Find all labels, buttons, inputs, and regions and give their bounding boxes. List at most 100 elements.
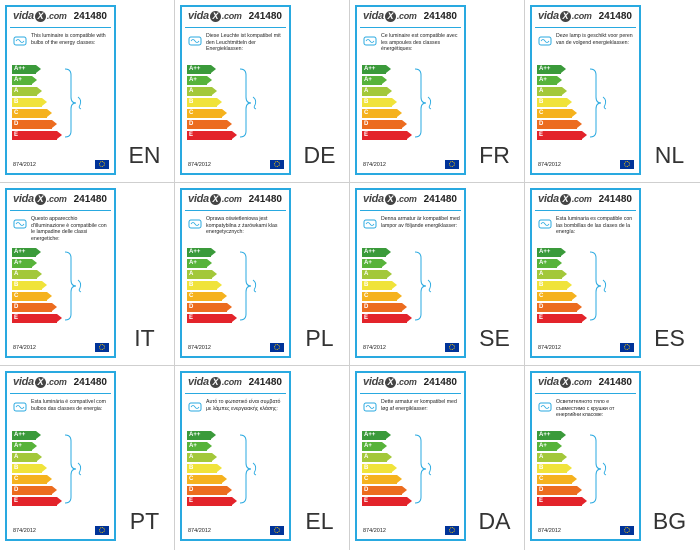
language-code: IT (134, 325, 155, 351)
compatible-range-brace (589, 251, 607, 321)
eu-flag-icon (445, 526, 459, 535)
eu-flag-icon (270, 343, 284, 352)
energy-class-bar: A++ (362, 431, 391, 440)
energy-class-bar: D (12, 486, 57, 495)
energy-class-bar: D (187, 120, 232, 129)
energy-class-bar: C (537, 109, 577, 118)
energy-class-bar: B (12, 464, 47, 473)
header-rule (360, 210, 461, 211)
brand-logo: vida X .com (363, 376, 417, 388)
compatible-range-brace (589, 434, 607, 504)
energy-class-bar: A (537, 87, 567, 96)
bulb-icon (363, 402, 377, 412)
product-code: 241480 (598, 377, 632, 388)
compatible-range-brace (414, 434, 432, 504)
energy-class-bar: A+ (187, 259, 212, 268)
energy-class-bar: A (187, 270, 217, 279)
energy-class-bar: A+ (12, 76, 37, 85)
label-header: vida X .com 241480 (532, 7, 639, 29)
energy-class-bar: D (537, 303, 582, 312)
energy-label-cell: vida X .com 241480 Denna armatur är kompat… (350, 183, 524, 365)
energy-class-bar: A+ (12, 259, 37, 268)
energy-class-bar: B (12, 281, 47, 290)
compatibility-text: Осветителното тяло е съвместимо с крушки… (556, 399, 615, 419)
header-rule (360, 27, 461, 28)
energy-class-bar: A (537, 453, 567, 462)
compatibility-text: Oprawa oświetleniowa jest kompatybilna z… (206, 216, 278, 236)
header-rule (535, 210, 636, 211)
regulation-number: 874/2012 (538, 528, 561, 534)
brand-logo: vida X .com (538, 193, 592, 205)
grid-divider (524, 0, 525, 550)
header-rule (360, 393, 461, 394)
energy-class-bar: A+ (362, 442, 387, 451)
header-rule (10, 27, 111, 28)
energy-label: vida X .com 241480 Oprawa oświetleniowa je… (180, 188, 291, 358)
eu-flag-icon (95, 343, 109, 352)
grid-divider (0, 365, 700, 366)
label-header: vida X .com 241480 (7, 190, 114, 212)
compatible-range-brace (64, 251, 82, 321)
header-rule (10, 393, 111, 394)
label-header: vida X .com 241480 (357, 7, 464, 29)
language-code: EL (305, 508, 334, 534)
compatible-range-brace (239, 434, 257, 504)
product-code: 241480 (248, 377, 282, 388)
energy-label-cell: vida X .com 241480 This luminaire is compa… (0, 0, 174, 182)
energy-label: vida X .com 241480 Diese Leuchte ist kompa… (180, 5, 291, 175)
product-code: 241480 (248, 194, 282, 205)
language-code: SE (479, 325, 510, 351)
compatibility-text: Diese Leuchte ist kompatibel mit den Leu… (206, 33, 281, 53)
energy-class-bar: A (537, 270, 567, 279)
energy-class-bar: C (362, 475, 402, 484)
compatible-range-brace (64, 68, 82, 138)
energy-class-bar: C (362, 109, 402, 118)
energy-class-bar: B (537, 281, 572, 290)
bulb-icon (538, 402, 552, 412)
energy-class-bar: B (187, 464, 222, 473)
label-header: vida X .com 241480 (532, 190, 639, 212)
energy-label: vida X .com 241480 Questo apparecchio d'il… (5, 188, 116, 358)
language-code: BG (652, 508, 687, 534)
energy-class-bar: D (187, 303, 232, 312)
energy-class-bar: C (12, 475, 52, 484)
energy-class-bar: A (362, 270, 392, 279)
energy-class-bar: D (12, 303, 57, 312)
energy-label: vida X .com 241480 Esta luminaria es compa… (530, 188, 641, 358)
compatibility-text: Αυτό το φωτιστικό είναι συμβατό με λάμπε… (206, 399, 281, 412)
eu-flag-icon (270, 160, 284, 169)
energy-label: vida X .com 241480 Αυτό το φωτιστικό είναι… (180, 371, 291, 541)
product-code: 241480 (73, 194, 107, 205)
energy-class-bar: D (362, 486, 407, 495)
energy-class-bar: A+ (187, 442, 212, 451)
energy-class-bar: A++ (362, 248, 391, 257)
energy-class-scale: A++ A+ A B C D E (12, 431, 62, 508)
brand-logo: vida X .com (13, 193, 67, 205)
energy-class-bar: A (12, 453, 42, 462)
energy-class-bar: B (362, 281, 397, 290)
energy-label-cell: vida X .com 241480 Esta luminaria es compa… (525, 183, 699, 365)
product-code: 241480 (73, 377, 107, 388)
energy-class-bar: E (362, 497, 412, 506)
energy-class-bar: C (187, 292, 227, 301)
bulb-icon (363, 36, 377, 46)
energy-class-bar: A (12, 87, 42, 96)
bulb-icon (13, 219, 27, 229)
energy-class-bar: D (362, 303, 407, 312)
energy-class-bar: A++ (537, 248, 566, 257)
label-header: vida X .com 241480 (532, 373, 639, 395)
label-header: vida X .com 241480 (7, 373, 114, 395)
language-code: ES (654, 325, 685, 351)
energy-class-bar: A+ (362, 76, 387, 85)
energy-class-scale: A++ A+ A B C D E (12, 248, 62, 325)
product-code: 241480 (423, 194, 457, 205)
bulb-icon (188, 36, 202, 46)
energy-class-bar: A (362, 453, 392, 462)
energy-class-bar: A (12, 270, 42, 279)
energy-class-bar: A++ (537, 431, 566, 440)
compatibility-text: Esta luminaria es compatible con las bom… (556, 216, 633, 236)
energy-label: vida X .com 241480 Esta luminária é compat… (5, 371, 116, 541)
energy-class-bar: A++ (362, 65, 391, 74)
grid-divider (174, 0, 175, 550)
regulation-number: 874/2012 (188, 345, 211, 351)
